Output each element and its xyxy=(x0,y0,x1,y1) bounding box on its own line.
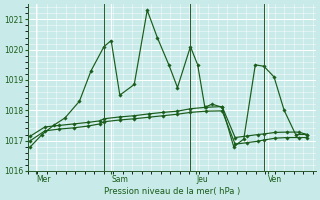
X-axis label: Pression niveau de la mer( hPa ): Pression niveau de la mer( hPa ) xyxy=(104,187,240,196)
